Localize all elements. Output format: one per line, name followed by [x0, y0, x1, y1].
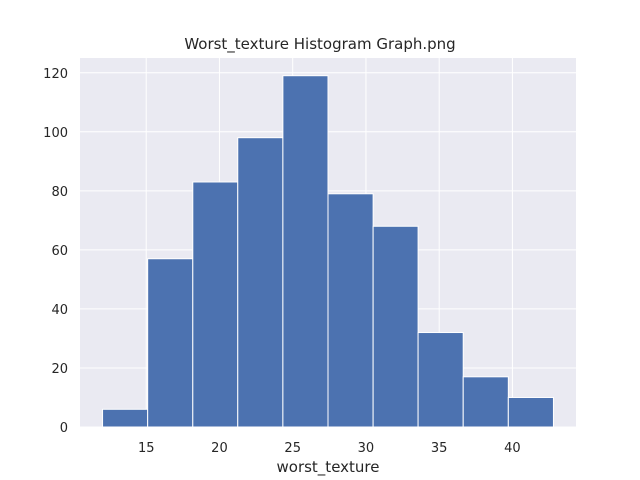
x-tick-label-3: 30 — [358, 441, 375, 456]
histogram-bar-7 — [417, 332, 464, 428]
histogram-bar-6 — [372, 225, 419, 428]
x-tick-label-1: 20 — [211, 441, 228, 456]
bars — [102, 75, 554, 428]
y-tick-label-1: 20 — [51, 362, 68, 377]
y-tick-label-0: 0 — [60, 421, 68, 436]
x-axis-ticks: 15 20 25 30 35 40 — [138, 441, 521, 456]
histogram-bar-0 — [102, 408, 149, 428]
x-tick-label-5: 40 — [504, 441, 521, 456]
chart-title: Worst_texture Histogram Graph.png — [184, 35, 455, 54]
y-tick-label-4: 80 — [51, 185, 68, 200]
x-axis-label: worst_texture — [277, 458, 380, 477]
y-tick-label-2: 40 — [51, 303, 68, 318]
x-tick-label-2: 25 — [284, 441, 301, 456]
histogram-bar-2 — [192, 181, 239, 428]
y-axis-ticks: 0 20 40 60 80 100 120 — [43, 67, 68, 436]
y-tick-label-3: 60 — [51, 244, 68, 259]
histogram-bar-9 — [507, 396, 554, 428]
x-tick-label-4: 35 — [431, 441, 448, 456]
y-tick-label-6: 120 — [43, 67, 68, 82]
y-tick-label-5: 100 — [43, 126, 68, 141]
histogram-bar-5 — [327, 193, 374, 428]
histogram-bar-8 — [462, 376, 509, 428]
histogram-bar-1 — [147, 258, 194, 428]
histogram-bar-4 — [282, 75, 329, 428]
x-tick-label-0: 15 — [138, 441, 155, 456]
histogram-bar-3 — [237, 137, 284, 428]
